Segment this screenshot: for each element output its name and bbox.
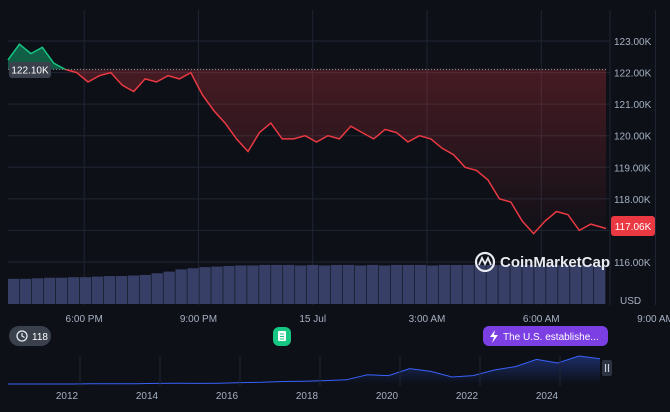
last-price-badge: 117.06K: [611, 216, 655, 236]
volume-bar: [546, 264, 558, 304]
volume-bar: [307, 264, 319, 304]
currency-label: USD: [620, 296, 641, 307]
volume-bar: [330, 264, 343, 304]
volume-bar: [163, 271, 175, 304]
volume-bar: [79, 277, 92, 304]
volume-bars: [8, 264, 606, 304]
volume-bar: [55, 277, 68, 304]
volume-bar: [31, 278, 44, 304]
volume-bar: [486, 264, 498, 304]
volume-bar: [151, 273, 163, 304]
y-tick-label: 116.00K: [614, 258, 651, 269]
y-tick-label: 120.00K: [614, 132, 652, 143]
document-icon: [278, 331, 286, 341]
navigator-axis: 2012 2014 2016 2018 2020 2022 2024: [56, 356, 561, 402]
volume-bar: [67, 277, 80, 304]
volume-bar: [103, 276, 116, 304]
volume-bar: [582, 264, 594, 304]
navigator-year-label: 2016: [216, 391, 239, 402]
volume-bar: [127, 275, 139, 304]
watermark: CoinMarketCap: [474, 251, 610, 273]
volume-bar: [19, 278, 32, 304]
navigator-year-label: 2024: [536, 391, 559, 402]
volume-bar: [462, 264, 474, 304]
navigator-year-label: 2022: [456, 391, 479, 402]
volume-bar: [498, 264, 510, 304]
volume-bar: [211, 266, 223, 304]
reference-price-label: 122.10K: [11, 66, 49, 77]
volume-bar: [390, 264, 403, 304]
volume-bar: [438, 264, 450, 304]
volume-bar: [570, 264, 582, 304]
volume-bar: [8, 278, 20, 304]
coinmarketcap-logo-icon: [474, 251, 496, 273]
navigator-year-label: 2014: [136, 391, 159, 402]
volume-bar: [474, 264, 486, 304]
volume-bar: [139, 274, 151, 304]
volume-bar: [402, 264, 415, 304]
x-tick-label: 15 Jul: [299, 314, 326, 325]
navigator-year-label: 2018: [296, 391, 319, 402]
y-tick-label: 119.00K: [614, 163, 651, 174]
volume-bar: [187, 268, 199, 304]
price-line: [7, 43, 607, 235]
volume-bar: [199, 267, 211, 304]
volume-bar: [235, 265, 247, 304]
navigator-area: [8, 356, 600, 384]
last-price-label: 117.06K: [615, 222, 652, 233]
volume-bar: [259, 264, 271, 304]
volume-bar: [426, 265, 438, 304]
reference-price-badge: 122.10K: [9, 62, 51, 78]
volume-bar: [342, 264, 355, 304]
navigator-year-label: 2012: [56, 391, 79, 402]
volume-bar: [534, 265, 546, 304]
volume-bar: [91, 276, 104, 304]
pause-handle-icon[interactable]: [602, 360, 612, 376]
volume-bar: [223, 266, 235, 304]
volume-bar: [43, 277, 56, 304]
x-tick-label: 9:00 PM: [180, 314, 217, 325]
volume-bar: [354, 265, 367, 304]
x-tick-label: 9:00 AM: [637, 314, 670, 325]
x-tick-label: 6:00 AM: [523, 314, 560, 325]
volume-bar: [247, 265, 259, 304]
news-event-pill[interactable]: The U.S. establishe...: [483, 326, 608, 346]
volume-bar: [414, 264, 426, 304]
time-navigator[interactable]: [8, 352, 615, 386]
volume-bar: [522, 264, 534, 304]
volume-bar: [366, 264, 379, 304]
volume-bar: [450, 264, 462, 304]
navigator-year-label: 2020: [376, 391, 399, 402]
event-count-label: 118: [32, 332, 48, 343]
x-tick-label: 6:00 PM: [66, 314, 103, 325]
history-clock-icon: [16, 330, 28, 342]
volume-bar: [318, 265, 331, 304]
lightning-icon: [490, 330, 498, 343]
article-event-marker[interactable]: [273, 327, 291, 346]
volume-bar: [594, 266, 606, 304]
volume-bar: [378, 265, 391, 304]
event-count-badge[interactable]: 118: [9, 326, 51, 346]
y-tick-label: 122.00K: [614, 69, 652, 80]
price-series-line-down: [63, 69, 607, 235]
volume-bar: [283, 264, 295, 304]
volume-bar: [295, 265, 307, 304]
volume-bar: [558, 264, 570, 304]
y-tick-label: 123.00K: [614, 37, 652, 48]
volume-bar: [115, 276, 127, 304]
y-tick-label: 118.00K: [614, 195, 651, 206]
volume-bar: [271, 264, 283, 304]
x-tick-label: 3:00 AM: [409, 314, 446, 325]
news-event-label: The U.S. establishe...: [503, 332, 599, 343]
price-area: [8, 44, 606, 234]
volume-bar: [175, 269, 187, 304]
price-area-down: [8, 69, 606, 234]
volume-bar: [510, 264, 522, 304]
watermark-text: CoinMarketCap: [500, 254, 610, 271]
x-axis: 6:00 PM 9:00 PM 15 Jul 3:00 AM 6:00 AM 9:00 A…: [66, 314, 670, 325]
navigator-line: [8, 355, 601, 385]
y-tick-label: 121.00K: [614, 100, 652, 111]
